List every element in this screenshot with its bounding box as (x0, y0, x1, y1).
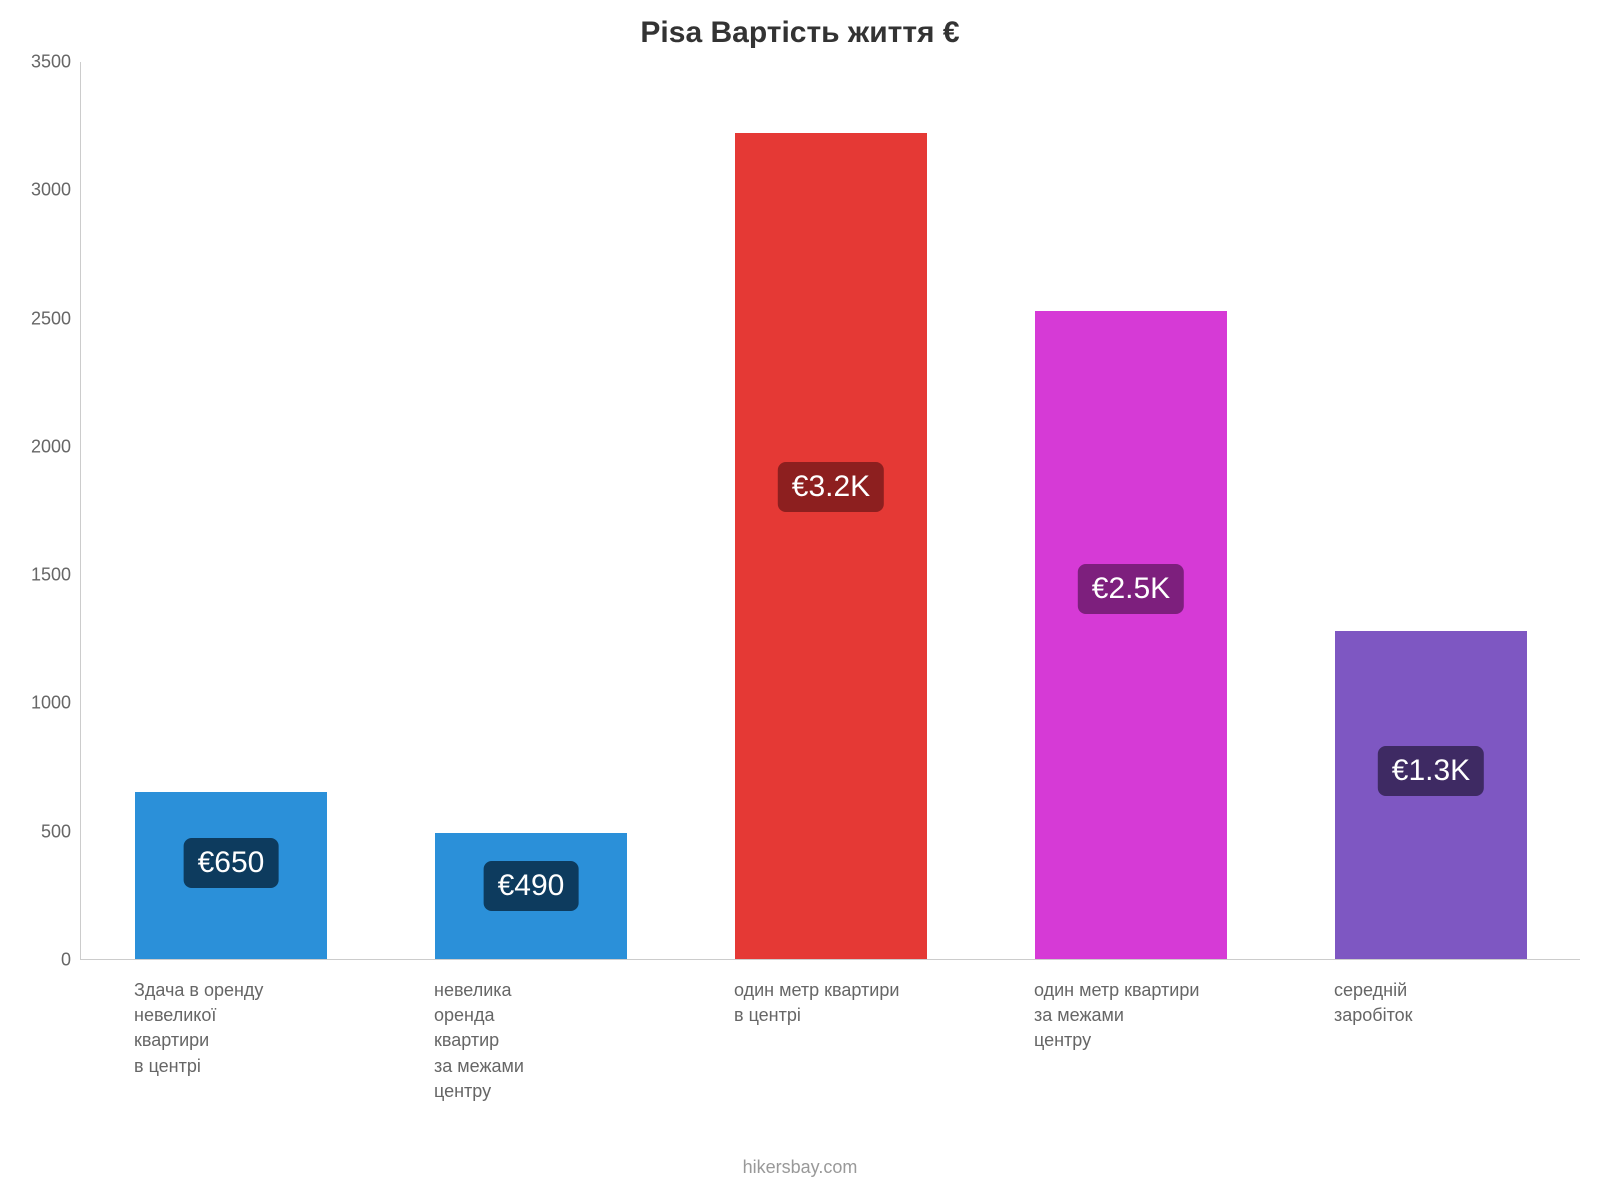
bar: €490 (435, 833, 627, 959)
value-badge: €650 (184, 838, 279, 888)
y-tick-label: 2000 (31, 436, 71, 457)
y-tick-label: 500 (41, 821, 71, 842)
value-badge: €2.5K (1078, 564, 1184, 614)
x-label: середній заробіток (1334, 978, 1526, 1028)
x-label: один метр квартири в центрі (734, 978, 926, 1028)
y-tick-label: 1500 (31, 565, 71, 586)
y-tick-label: 2500 (31, 308, 71, 329)
bar: €1.3K (1335, 631, 1527, 959)
y-tick-label: 3000 (31, 180, 71, 201)
x-label: Здача в оренду невеликої квартири в цент… (134, 978, 326, 1079)
bar: €3.2K (735, 133, 927, 959)
y-tick-label: 0 (61, 950, 71, 971)
bar: €650 (135, 792, 327, 959)
x-label: невелика оренда квартир за межами центру (434, 978, 626, 1104)
plot-area: 0500100015002000250030003500€650€490€3.2… (80, 62, 1580, 960)
value-badge: €3.2K (778, 462, 884, 512)
y-tick-label: 3500 (31, 52, 71, 73)
y-tick-label: 1000 (31, 693, 71, 714)
chart-container: Pisa Вартість життя € 0 500 1000 1500 2000 25… (0, 0, 1600, 1200)
x-label: один метр квартири за межами центру (1034, 978, 1226, 1054)
value-badge: €490 (484, 861, 579, 911)
bar: €2.5K (1035, 311, 1227, 959)
value-badge: €1.3K (1378, 746, 1484, 796)
chart-title: Pisa Вартість життя € (0, 16, 1600, 50)
attribution: hikersbay.com (0, 1157, 1600, 1178)
